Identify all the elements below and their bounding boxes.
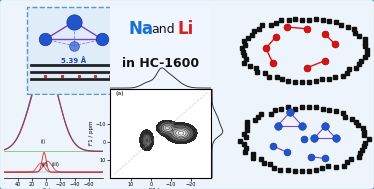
Text: in HC-1600: in HC-1600 xyxy=(122,57,199,70)
Text: and: and xyxy=(152,23,175,36)
Text: (ii): (ii) xyxy=(42,162,49,167)
Text: (a): (a) xyxy=(115,91,124,97)
Text: (iii): (iii) xyxy=(52,162,60,167)
Text: 5.39 Å: 5.39 Å xyxy=(61,57,86,64)
X-axis label: δ / ppm: δ / ppm xyxy=(43,188,64,189)
Text: (i): (i) xyxy=(40,139,46,143)
FancyBboxPatch shape xyxy=(27,7,120,94)
FancyBboxPatch shape xyxy=(106,2,215,92)
Text: Na: Na xyxy=(129,20,153,39)
Y-axis label: F1 / ppm: F1 / ppm xyxy=(89,121,94,146)
X-axis label: F2 / ppm: F2 / ppm xyxy=(148,188,173,189)
Text: Li: Li xyxy=(178,20,194,39)
